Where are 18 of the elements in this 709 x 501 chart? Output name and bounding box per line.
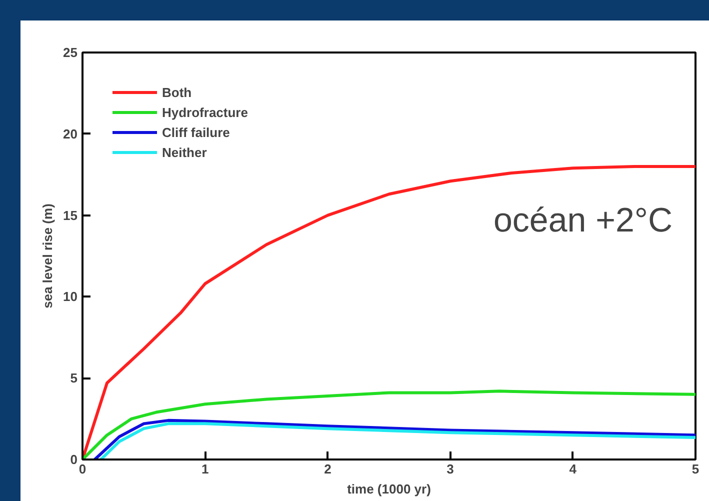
- legend-label: Both: [162, 84, 192, 100]
- y-axis-title: sea level rise (m): [40, 204, 56, 308]
- y-tick-label: 10: [63, 289, 78, 304]
- y-tick-label: 15: [63, 208, 78, 223]
- annotation: océan +2°C: [494, 202, 672, 240]
- legend-label: Cliff failure: [162, 124, 230, 140]
- x-tick-label: 4: [569, 462, 578, 476]
- x-tick-label: 2: [324, 462, 332, 476]
- x-tick-label: 1: [201, 462, 209, 476]
- y-tick-label: 20: [63, 126, 78, 142]
- y-tick-label: 0: [70, 452, 78, 467]
- y-tick-label: 25: [63, 45, 78, 60]
- legend-label: Neither: [162, 144, 207, 160]
- y-tick-label: 5: [70, 370, 78, 386]
- x-axis-title: time (1000 yr): [347, 482, 431, 496]
- x-tick-label: 3: [446, 462, 454, 476]
- x-tick-label: 5: [692, 462, 700, 476]
- legend-label: Hydrofracture: [162, 104, 248, 120]
